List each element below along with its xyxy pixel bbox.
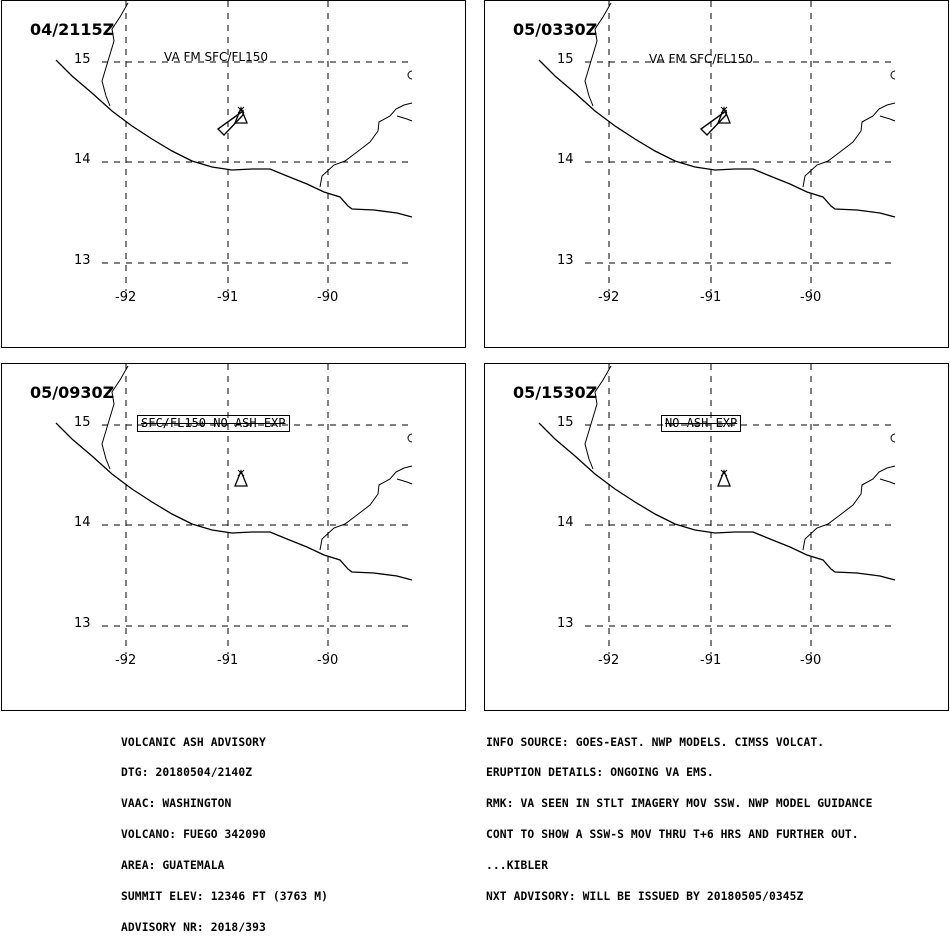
volcano-icon-mark bbox=[720, 106, 728, 114]
lat-tick-label: 14 bbox=[557, 515, 574, 530]
lon-tick-label: -90 bbox=[317, 290, 339, 305]
border-line bbox=[584, 2, 612, 107]
map-panel-2: 05/0330Z VA FM SFC/FL150 bbox=[484, 0, 949, 348]
map-graphic-1 bbox=[55, 1, 413, 291]
lat-tick-label: 15 bbox=[557, 415, 574, 430]
panel-time-label: 04/2115Z bbox=[30, 20, 115, 39]
lat-tick-label: 13 bbox=[74, 616, 91, 631]
lon-tick-label: -92 bbox=[598, 290, 620, 305]
lon-tick-label: -90 bbox=[800, 290, 822, 305]
map-graphic-4 bbox=[538, 364, 896, 654]
volcano-icon-mark bbox=[237, 106, 245, 114]
ash-note: SFC/FL150 NO ASH EXP bbox=[137, 415, 290, 432]
coastline bbox=[538, 59, 896, 218]
volcano-icon-mark bbox=[237, 469, 245, 477]
lat-tick-label: 14 bbox=[557, 152, 574, 167]
advisory-left-text: VOLCANIC ASH ADVISORY DTG: 20180504/2140… bbox=[121, 717, 328, 944]
border-line bbox=[396, 478, 413, 485]
lon-tick-label: -92 bbox=[115, 290, 137, 305]
lon-tick-label: -91 bbox=[700, 653, 722, 668]
border-line bbox=[879, 115, 896, 122]
lon-tick-label: -92 bbox=[115, 653, 137, 668]
island-outline bbox=[890, 433, 896, 443]
island-outline bbox=[407, 70, 413, 80]
coastline-east bbox=[802, 465, 896, 551]
ash-cloud-polygon bbox=[699, 109, 727, 137]
panel-time-label: 05/0330Z bbox=[513, 20, 598, 39]
lat-tick-label: 15 bbox=[74, 415, 91, 430]
advisory-line: SUMMIT ELEV: 12346 FT (3763 M) bbox=[121, 890, 329, 904]
advisory-line: CONT TO SHOW A SSW-S MOV THRU T+6 HRS AN… bbox=[486, 828, 859, 842]
volcano-icon bbox=[234, 106, 248, 124]
lon-tick-label: -90 bbox=[800, 653, 822, 668]
advisory-line: ...KIBLER bbox=[486, 859, 549, 873]
map-graphic-2 bbox=[538, 1, 896, 291]
lat-tick-label: 14 bbox=[74, 515, 91, 530]
map-graphic-3 bbox=[55, 364, 413, 654]
advisory-line: AREA: GUATEMALA bbox=[121, 859, 225, 873]
advisory-line: DTG: 20180504/2140Z bbox=[121, 766, 253, 780]
advisory-line: VOLCANO: FUEGO 342090 bbox=[121, 828, 266, 842]
border-line bbox=[584, 365, 612, 470]
advisory-right-text: INFO SOURCE: GOES-EAST. NWP MODELS. CIMS… bbox=[486, 717, 872, 913]
advisory-line: VOLCANIC ASH ADVISORY bbox=[121, 735, 266, 749]
lat-tick-label: 13 bbox=[74, 253, 91, 268]
lon-tick-label: -92 bbox=[598, 653, 620, 668]
coastline bbox=[538, 422, 896, 581]
border-line bbox=[101, 365, 129, 470]
map-panel-4: 05/1530Z NO ASH EXP bbox=[484, 363, 949, 711]
volcano-icon bbox=[717, 106, 731, 124]
advisory-line: NXT ADVISORY: WILL BE ISSUED BY 20180505… bbox=[486, 890, 804, 904]
advisory-line: ERUPTION DETAILS: ONGOING VA EMS. bbox=[486, 766, 714, 780]
lat-tick-label: 15 bbox=[74, 52, 91, 67]
volcano-icon-mark bbox=[720, 469, 728, 477]
lon-tick-label: -90 bbox=[317, 653, 339, 668]
coastline-east bbox=[319, 465, 413, 551]
lon-tick-label: -91 bbox=[217, 290, 239, 305]
ash-cloud-polygon bbox=[216, 109, 244, 137]
coastline bbox=[55, 59, 413, 218]
map-panel-1: 04/2115Z VA FM SFC/FL150 bbox=[1, 0, 466, 348]
lat-tick-label: 13 bbox=[557, 616, 574, 631]
lon-tick-label: -91 bbox=[700, 290, 722, 305]
island-outline bbox=[407, 433, 413, 443]
coastline-east bbox=[319, 102, 413, 188]
advisory-line: INFO SOURCE: GOES-EAST. NWP MODELS. CIMS… bbox=[486, 735, 825, 749]
advisory-line: VAAC: WASHINGTON bbox=[121, 797, 232, 811]
border-line bbox=[396, 115, 413, 122]
island-outline bbox=[890, 70, 896, 80]
lon-tick-label: -91 bbox=[217, 653, 239, 668]
coastline-east bbox=[802, 102, 896, 188]
advisory-line: RMK: VA SEEN IN STLT IMAGERY MOV SSW. NW… bbox=[486, 797, 873, 811]
volcano-icon bbox=[234, 469, 248, 487]
ash-note: NO ASH EXP bbox=[661, 415, 742, 432]
lat-tick-label: 15 bbox=[557, 52, 574, 67]
border-line bbox=[101, 2, 129, 107]
lat-tick-label: 13 bbox=[557, 253, 574, 268]
panel-time-label: 05/0930Z bbox=[30, 383, 115, 402]
advisory-line: ADVISORY NR: 2018/393 bbox=[121, 920, 266, 934]
map-panel-3: 05/0930Z SFC/FL150 NO ASH EXP bbox=[1, 363, 466, 711]
ash-note: VA FM SFC/FL150 bbox=[164, 50, 268, 64]
ash-note: VA FM SFC/FL150 bbox=[649, 52, 753, 66]
volcano-icon bbox=[717, 469, 731, 487]
panel-time-label: 05/1530Z bbox=[513, 383, 598, 402]
lat-tick-label: 14 bbox=[74, 152, 91, 167]
border-line bbox=[879, 478, 896, 485]
coastline bbox=[55, 422, 413, 581]
